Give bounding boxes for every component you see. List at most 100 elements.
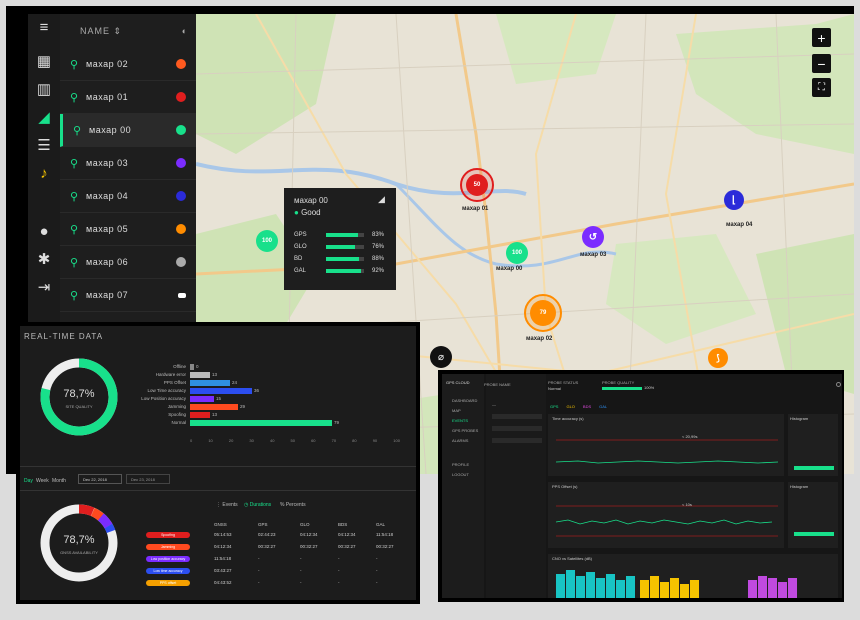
map-marker[interactable]: 100 bbox=[256, 230, 278, 252]
nav-item[interactable]: LOGOUT bbox=[452, 472, 469, 477]
alarm-bell-icon[interactable]: ♪ bbox=[40, 164, 48, 182]
status-sort-icon[interactable]: ◐ bbox=[181, 26, 188, 36]
table-cell: - bbox=[300, 568, 302, 573]
pps-offset-chart[interactable]: PPS Offset (s) < 10s bbox=[548, 482, 784, 548]
bar-label: Jamming bbox=[167, 404, 186, 409]
bar[interactable] bbox=[190, 380, 230, 386]
table-cell: - bbox=[258, 556, 260, 561]
bar[interactable] bbox=[190, 388, 252, 394]
nav-item[interactable]: GPS PROBES bbox=[452, 428, 479, 433]
column-header: PROBE STATUS bbox=[548, 380, 579, 385]
mode-tab-events[interactable]: ⋮ Events bbox=[216, 502, 238, 508]
gear-icon[interactable] bbox=[836, 382, 841, 387]
bar[interactable] bbox=[190, 372, 210, 378]
gear-icon[interactable]: ✱ bbox=[37, 251, 51, 268]
list-item[interactable]: ⚲ махар 06 bbox=[60, 246, 196, 279]
tooltip-title: махар 00 bbox=[294, 196, 328, 205]
bar[interactable] bbox=[190, 364, 194, 370]
table-cell: 05:14:53 bbox=[214, 532, 232, 537]
map-marker[interactable]: 50 bbox=[460, 168, 494, 202]
list-item[interactable]: ⚲ махар 04 bbox=[60, 180, 196, 213]
tab-week[interactable]: Week bbox=[36, 478, 49, 484]
list-item[interactable] bbox=[492, 414, 542, 419]
list-item-selected[interactable]: ⚲ махар 00 bbox=[60, 114, 196, 147]
site-quality-donut bbox=[40, 358, 118, 436]
map-marker[interactable]: ↺ bbox=[582, 226, 604, 248]
tab-month[interactable]: Month bbox=[52, 478, 66, 484]
table-cell: 11:54:18 bbox=[376, 532, 394, 537]
list-item[interactable]: ⚲ махар 01 bbox=[60, 81, 196, 114]
nav-item[interactable]: MAP bbox=[452, 408, 461, 413]
marker-label: махар 01 bbox=[462, 206, 489, 212]
table-cell: - bbox=[338, 568, 340, 573]
tab-day[interactable]: Day bbox=[24, 478, 33, 484]
pin-icon: ⚲ bbox=[70, 223, 79, 236]
bar[interactable] bbox=[190, 396, 214, 402]
map-marker[interactable]: ⟆ bbox=[708, 348, 728, 368]
item-label: махар 00 bbox=[89, 125, 132, 135]
bar-label: Normal bbox=[171, 420, 186, 425]
bar[interactable] bbox=[190, 412, 210, 418]
wifi-icon bbox=[178, 292, 186, 298]
column-header: PROBE QUALITY bbox=[602, 380, 635, 385]
status-dot bbox=[176, 158, 186, 168]
detail-panel: GPS CLOUD DASHBOARD MAP EVENTS GPS PROBE… bbox=[442, 374, 842, 598]
bar[interactable] bbox=[190, 420, 332, 426]
item-label: махар 05 bbox=[86, 224, 129, 234]
name-column-header[interactable]: NAME ⇕ bbox=[80, 25, 123, 36]
bar-label: PPS Offset bbox=[163, 380, 186, 385]
table-cell: - bbox=[376, 568, 378, 573]
table-cell: - bbox=[258, 568, 260, 573]
list-item[interactable]: ⚲ махар 05 bbox=[60, 213, 196, 246]
status-dot bbox=[176, 224, 186, 234]
cno-chart[interactable]: CNO vs Satellites (dB) bbox=[548, 554, 838, 598]
table-cell: 04:12:34 bbox=[338, 532, 356, 537]
tooltip-row: GPS 83% bbox=[294, 232, 385, 238]
event-type-badge: PPS offset bbox=[146, 580, 190, 586]
table-cell: 11:54:18 bbox=[214, 556, 232, 561]
list-item[interactable]: ⚲ махар 03 bbox=[60, 147, 196, 180]
signal-off-icon[interactable]: ⌀ bbox=[430, 346, 452, 368]
item-label: махар 06 bbox=[86, 257, 129, 267]
logout-icon[interactable]: ⇥ bbox=[37, 279, 51, 296]
time-accuracy-chart[interactable]: Time accuracy (s) < 20,99s bbox=[548, 414, 784, 476]
map-marker[interactable]: ⌊ bbox=[724, 190, 744, 210]
map-marker[interactable]: 79 bbox=[524, 294, 562, 332]
list-item[interactable] bbox=[492, 426, 542, 431]
zoom-in-button[interactable]: + bbox=[812, 28, 831, 47]
chart-icon[interactable]: ◢ bbox=[378, 194, 385, 204]
table-cell: 00:32:27 bbox=[300, 544, 318, 549]
mode-tab-percents[interactable]: % Percents bbox=[280, 502, 306, 508]
nav-item[interactable]: DASHBOARD bbox=[452, 398, 478, 403]
column-header: BDS bbox=[338, 522, 348, 527]
table-cell: - bbox=[300, 580, 302, 585]
zoom-out-button[interactable]: − bbox=[812, 54, 831, 73]
donut-label: SITE QUALITY bbox=[65, 404, 93, 409]
event-type-badge: Jamming bbox=[146, 544, 190, 550]
list-item[interactable]: ⚲ махар 02 bbox=[60, 48, 196, 81]
bar[interactable] bbox=[190, 404, 238, 410]
nav-item[interactable]: ALARMS bbox=[452, 438, 469, 443]
menu-collapse-icon[interactable]: ≡ bbox=[39, 18, 49, 36]
item-label: махар 01 bbox=[86, 92, 129, 102]
list-item[interactable]: — bbox=[492, 402, 496, 407]
bar-value: 29 bbox=[240, 404, 246, 409]
user-icon[interactable]: ● bbox=[39, 222, 49, 240]
date-to-field[interactable]: Dec 23, 2018 bbox=[126, 474, 170, 484]
fullscreen-button[interactable]: ⛶ bbox=[812, 78, 831, 97]
marker-label: махар 04 bbox=[726, 222, 753, 228]
dashboard-icon[interactable]: ▦ bbox=[36, 53, 52, 70]
list-icon[interactable]: ☰ bbox=[37, 137, 51, 154]
divider bbox=[20, 490, 416, 491]
list-header[interactable]: NAME ⇕ ◐ bbox=[60, 14, 196, 48]
map-marker[interactable]: 100 bbox=[506, 242, 528, 264]
map-icon[interactable]: ▥ bbox=[36, 81, 52, 98]
date-from-field[interactable]: Dec 22, 2018 bbox=[78, 474, 122, 484]
bar-label: Spoofing bbox=[168, 412, 186, 417]
mode-tab-durations[interactable]: ◷ Durations bbox=[244, 502, 272, 508]
chart-icon[interactable]: ◢ bbox=[38, 109, 50, 126]
nav-item[interactable]: EVENTS bbox=[452, 418, 469, 423]
list-item[interactable]: ⚲ махар 07 bbox=[60, 279, 196, 312]
nav-item[interactable]: PROFILE bbox=[452, 462, 470, 467]
list-item[interactable] bbox=[492, 438, 542, 443]
